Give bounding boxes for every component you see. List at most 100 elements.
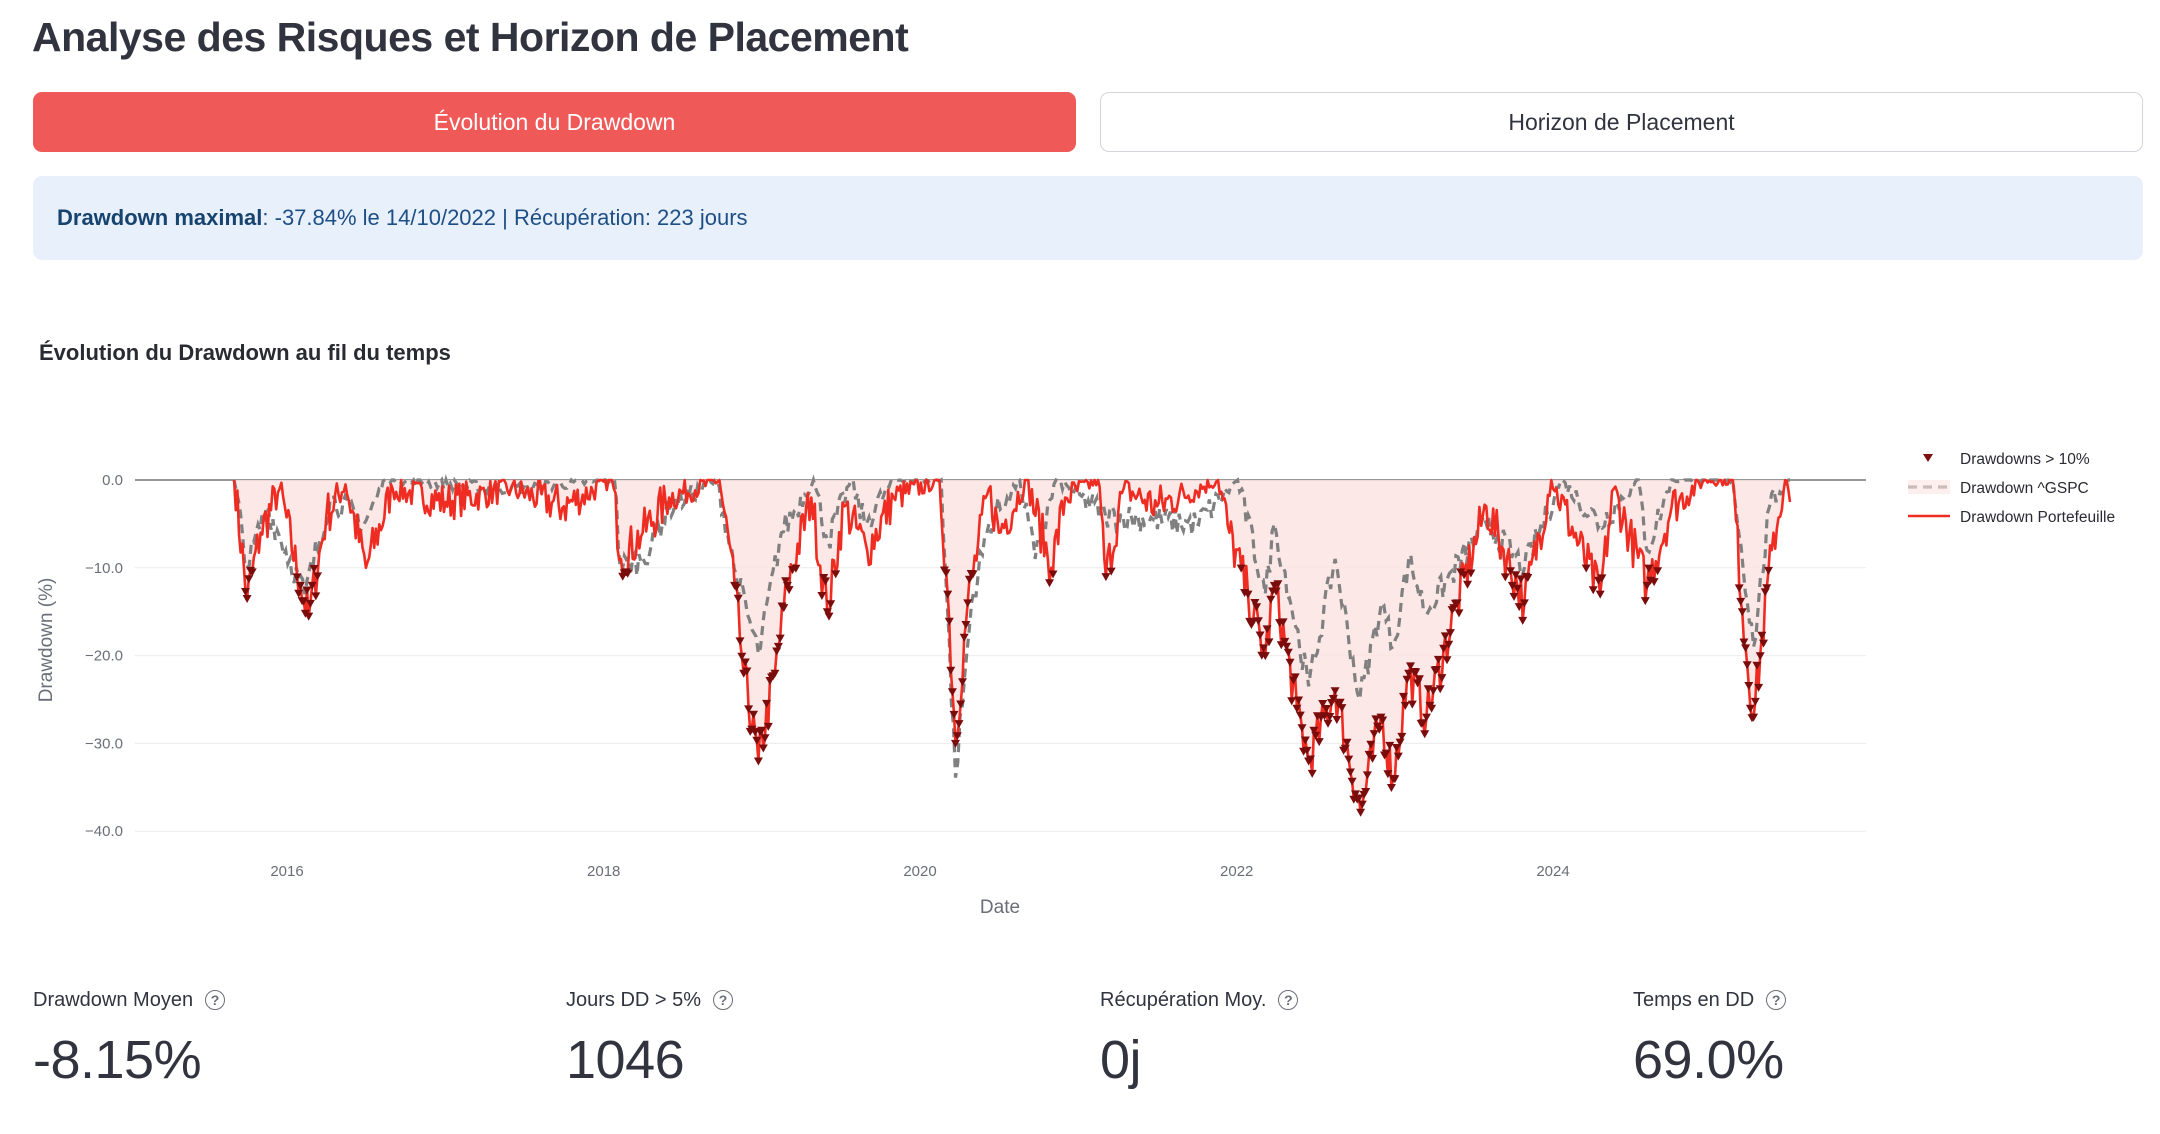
drawdown-marker (1744, 682, 1754, 690)
y-tick-label: −10.0 (85, 560, 123, 577)
drawdown-marker (1440, 632, 1450, 641)
drawdown-marker (1273, 580, 1283, 589)
drawdown-marker (1420, 730, 1430, 739)
y-tick-label: 0.0 (102, 472, 123, 489)
drawdown-marker (1318, 700, 1328, 708)
drawdown-marker (775, 634, 785, 643)
drawdown-marker (946, 666, 956, 675)
drawdown-marker (1759, 639, 1768, 648)
drawdown-marker (1307, 769, 1317, 778)
metric-label: Temps en DD (1633, 988, 1755, 1011)
chart-fill-area (234, 480, 1791, 813)
max-drawdown-text: : -37.84% le 14/10/2022 | Récupération: … (262, 205, 748, 230)
drawdown-marker (1734, 584, 1744, 593)
drawdown-marker (1400, 701, 1410, 710)
legend-label-portfolio[interactable]: Drawdown Portefeuille (1960, 509, 2115, 526)
drawdown-marker (1253, 617, 1263, 626)
drawdown-marker (1314, 738, 1324, 747)
drawdown-marker (1742, 661, 1752, 670)
drawdown-marker (1399, 692, 1408, 701)
help-icon[interactable]: ? (205, 990, 226, 1010)
drawdown-marker (826, 600, 836, 609)
drawdown-marker (1422, 713, 1431, 722)
drawdown-marker (742, 667, 752, 676)
drawdown-marker (1311, 731, 1321, 740)
chart-benchmark-series (232, 474, 1790, 778)
drawdown-marker (744, 705, 754, 714)
drawdown-marker (1048, 570, 1058, 579)
help-icon[interactable]: ? (1766, 990, 1787, 1010)
drawdown-marker (1264, 638, 1274, 647)
drawdown-marker (1750, 697, 1760, 706)
drawdown-marker (1653, 567, 1663, 576)
drawdown-marker (1428, 687, 1438, 696)
page-title: Analyse des Risques et Horizon de Placem… (32, 14, 909, 60)
drawdown-marker (1351, 790, 1360, 799)
drawdown-marker (1764, 566, 1773, 575)
drawdown-marker (1411, 668, 1421, 677)
tab-drawdown-evolution[interactable]: Évolution du Drawdown (33, 92, 1076, 152)
drawdown-marker (1442, 656, 1452, 665)
drawdown-marker (1752, 661, 1762, 670)
drawdown-marker (1344, 755, 1354, 764)
metric-value: 1046 (566, 1030, 685, 1090)
drawdown-marker (1757, 631, 1767, 640)
drawdown-marker (295, 581, 305, 590)
drawdown-marker (305, 599, 315, 608)
drawdown-marker (958, 678, 967, 687)
drawdown-marker (1323, 719, 1333, 728)
drawdown-marker (753, 757, 763, 766)
drawdown-marker (1390, 775, 1400, 784)
drawdown-marker (1385, 741, 1395, 750)
y-tick-label: −20.0 (85, 648, 123, 665)
drawdown-marker (1337, 704, 1347, 713)
drawdown-marker (1300, 736, 1310, 745)
drawdown-marker (302, 586, 312, 595)
drawdown-marker (817, 592, 827, 600)
legend-label-benchmark[interactable]: Drawdown ^GSPC (1960, 480, 2089, 497)
drawdown-marker (956, 700, 966, 709)
drawdown-marker (1445, 629, 1455, 638)
drawdown-marker (1509, 592, 1519, 601)
drawdown-marker (1459, 571, 1469, 580)
drawdown-marker (763, 722, 773, 731)
drawdown-marker (760, 734, 770, 743)
chart-legend[interactable]: Drawdowns > 10% Drawdown ^GSPC Drawdown Po… (1908, 451, 2115, 526)
drawdown-marker (1736, 597, 1746, 606)
drawdown-marker (961, 621, 971, 629)
legend-benchmark-swatch (1908, 480, 1950, 494)
drawdown-marker (1368, 754, 1377, 763)
help-icon[interactable]: ? (713, 990, 734, 1010)
x-tick-label: 2016 (270, 863, 303, 880)
drawdown-marker (242, 595, 252, 603)
drawdown-marker (299, 597, 309, 606)
y-tick-label: −40.0 (85, 823, 123, 840)
drawdown-marker (821, 577, 830, 586)
drawdown-marker (964, 575, 974, 584)
drawdown-marker (1511, 571, 1521, 580)
drawdown-marker (822, 608, 832, 617)
tab-bar: Évolution du Drawdown Horizon de Placeme… (33, 92, 2143, 152)
help-icon[interactable]: ? (1278, 990, 1299, 1010)
drawdown-marker (294, 589, 304, 598)
drawdown-marker (1357, 800, 1367, 809)
drawdown-marker (1292, 704, 1302, 713)
drawdown-marker (1597, 574, 1607, 583)
tab-investment-horizon[interactable]: Horizon de Placement (1100, 92, 2143, 152)
drawdown-marker (784, 586, 794, 595)
drawdown-marker (1437, 674, 1447, 683)
drawdown-marker (1745, 704, 1755, 713)
drawdown-marker (770, 669, 780, 678)
drawdown-marker (1342, 738, 1352, 747)
drawdown-marker (1290, 673, 1300, 682)
drawdown-marker (733, 594, 743, 603)
drawdown-marker (1347, 777, 1357, 786)
drawdown-marker (1739, 638, 1749, 647)
drawdown-marker (1737, 608, 1747, 617)
metric-value: 0j (1100, 1030, 1142, 1090)
drawdown-marker (941, 569, 951, 578)
metric-label: Drawdown Moyen (33, 988, 194, 1011)
drawdown-marker (773, 642, 783, 651)
drawdown-marker (1287, 697, 1297, 706)
legend-label-markers[interactable]: Drawdowns > 10% (1960, 451, 2090, 468)
